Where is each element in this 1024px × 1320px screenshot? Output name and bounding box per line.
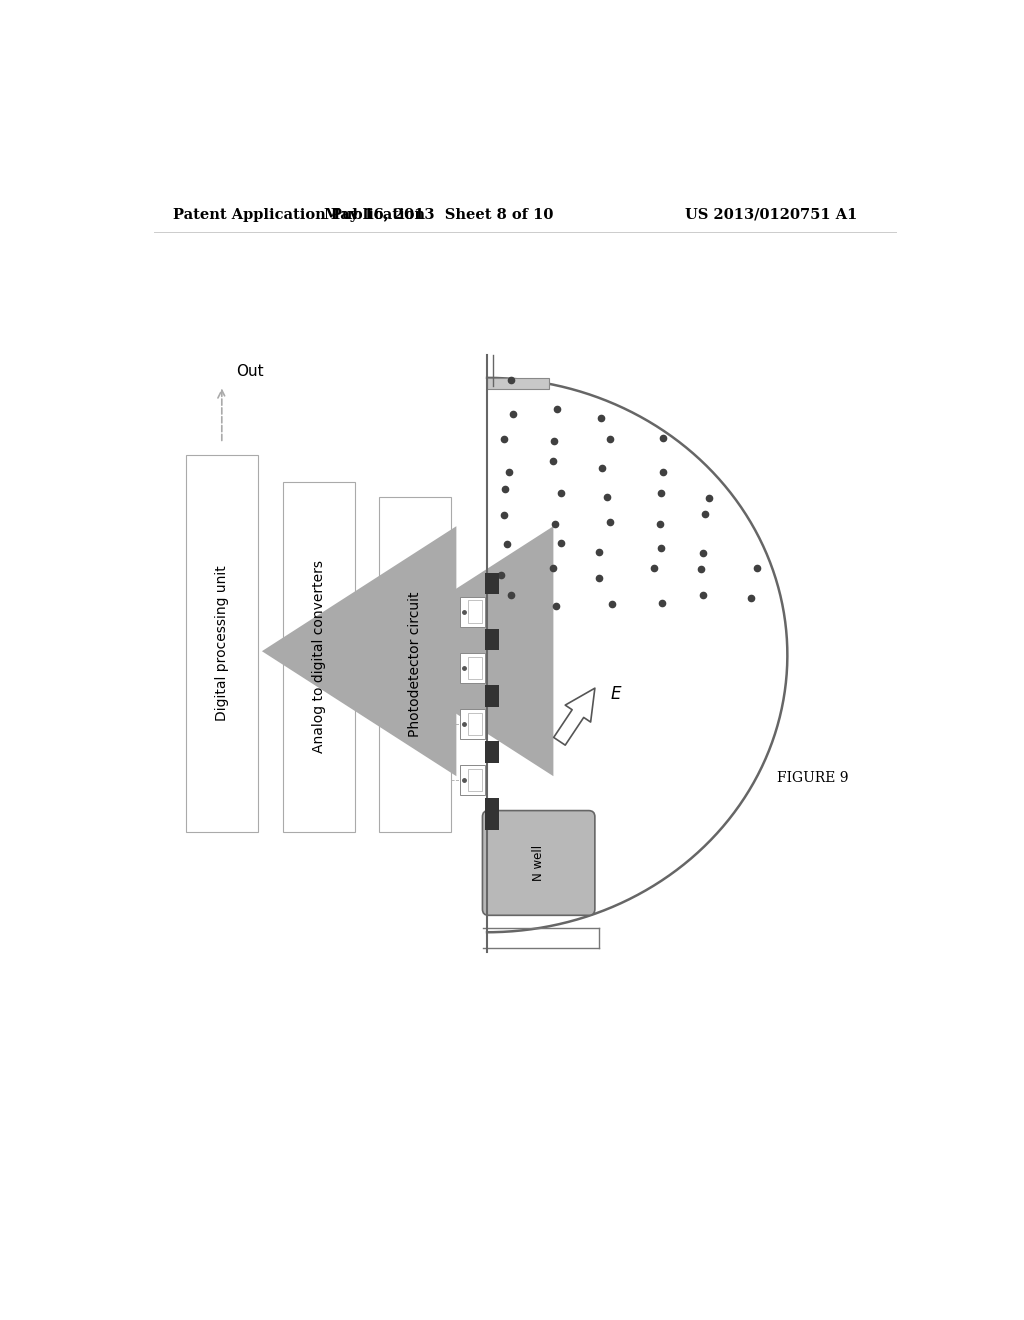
- Bar: [487, 378, 549, 388]
- Bar: [484, 685, 499, 706]
- Bar: [460, 597, 484, 627]
- Text: May 16, 2013  Sheet 8 of 10: May 16, 2013 Sheet 8 of 10: [324, 207, 553, 222]
- Bar: [484, 814, 499, 830]
- Bar: [468, 770, 481, 792]
- Bar: [460, 653, 484, 682]
- Text: E: E: [610, 685, 621, 702]
- Text: Analog to digital converters: Analog to digital converters: [312, 561, 326, 754]
- Text: N well: N well: [532, 845, 545, 880]
- Bar: [186, 455, 258, 832]
- Text: FIGURE 9: FIGURE 9: [777, 771, 849, 785]
- Bar: [283, 482, 354, 832]
- Bar: [460, 709, 484, 739]
- Bar: [484, 573, 499, 594]
- Text: Patent Application Publication: Patent Application Publication: [173, 207, 425, 222]
- Bar: [460, 766, 484, 795]
- Text: Out: Out: [236, 364, 263, 379]
- Bar: [468, 601, 481, 623]
- Text: US 2013/0120751 A1: US 2013/0120751 A1: [685, 207, 857, 222]
- Text: Photodetector circuit: Photodetector circuit: [409, 591, 422, 738]
- FancyBboxPatch shape: [482, 810, 595, 915]
- Bar: [468, 713, 481, 735]
- Text: Digital processing unit: Digital processing unit: [215, 566, 228, 721]
- Bar: [484, 742, 499, 763]
- Bar: [379, 498, 451, 832]
- Bar: [484, 797, 499, 818]
- Bar: [468, 656, 481, 678]
- Bar: [484, 628, 499, 651]
